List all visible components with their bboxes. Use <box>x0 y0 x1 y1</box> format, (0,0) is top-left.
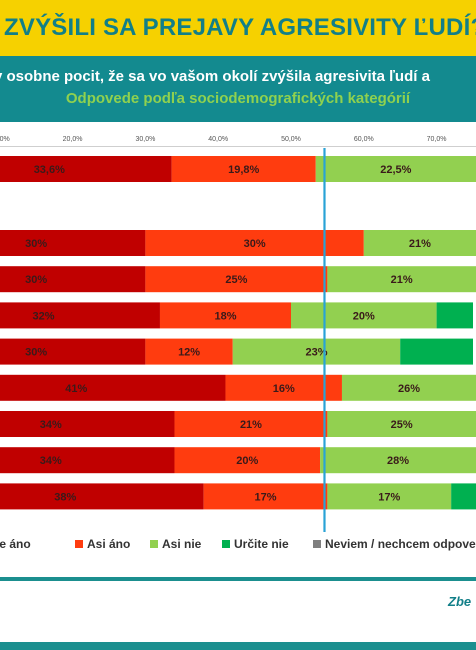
bar-segment <box>341 374 476 401</box>
x-tick-label: 60,0% <box>354 136 374 143</box>
bar-value-label: 30% <box>25 238 47 250</box>
bar-value-label: 21% <box>240 419 262 431</box>
bar-value-label: 23% <box>305 347 327 359</box>
bar-segment <box>174 447 321 474</box>
bar-value-label: 21% <box>409 238 431 250</box>
bar-value-label: 19,8% <box>228 164 259 176</box>
survey-question: y osobne pocit, že sa vo vašom okolí zvý… <box>0 68 430 85</box>
bar-value-label: 30% <box>25 347 47 359</box>
bar-value-label: 25% <box>391 419 413 431</box>
bar-segment <box>327 483 452 510</box>
bar-segment <box>0 230 146 256</box>
bar-segment <box>436 302 473 329</box>
bar-segment <box>0 302 160 329</box>
bar-value-label: 38% <box>54 491 76 503</box>
x-tick-label: 10,0% <box>0 136 10 143</box>
bar-segment <box>145 230 364 256</box>
x-tick-label: 30,0% <box>135 136 155 143</box>
bar-segment <box>400 338 473 365</box>
stacked-bar-chart: 10,0% 20,0% 30,0% 40,0% 50,0% 60,0% 70,0% 33,6… <box>0 136 476 551</box>
bar-segment <box>174 411 328 437</box>
legend-swatch <box>222 540 230 548</box>
bar-value-label: 20% <box>236 455 258 467</box>
footer-band <box>0 577 476 581</box>
legend-label: Neviem / nechcem odpove <box>325 537 476 551</box>
bar-segment <box>145 266 328 293</box>
bar-value-label: 18% <box>214 310 236 322</box>
bar-value-label: 34% <box>40 419 62 431</box>
bar-segment <box>0 266 146 293</box>
bar-segment <box>0 374 226 401</box>
bar-segment <box>0 411 175 437</box>
title-band <box>0 0 476 56</box>
bar-segment <box>203 483 328 510</box>
bar-segment <box>315 156 476 182</box>
legend-label: Určite nie <box>234 537 289 551</box>
chart-subtitle: Odpovede podľa sociodemografických kateg… <box>65 90 411 107</box>
source-text: Zbe <box>448 594 472 609</box>
bar-segment <box>0 483 204 510</box>
bar-value-label: 28% <box>387 455 409 467</box>
bar-value-label: 25% <box>225 274 247 286</box>
x-tick-label: 50,0% <box>281 136 301 143</box>
bar-segment <box>145 338 233 365</box>
bar-value-label: 17% <box>378 491 400 503</box>
bar-value-label: 20% <box>353 310 375 322</box>
question-band <box>0 56 476 122</box>
bar-segment <box>320 447 476 474</box>
legend-swatch <box>75 540 83 548</box>
legend: Určite áno Asi áno Asi nie Určite nie Neviem… <box>0 537 476 551</box>
bar-value-label: 26% <box>398 383 420 395</box>
bar-segment <box>159 302 291 329</box>
x-axis-ticks: 10,0% 20,0% 30,0% 40,0% 50,0% 60,0% 70,0% <box>0 136 476 147</box>
bar-segment <box>171 156 316 182</box>
legend-label: Asi nie <box>162 537 202 551</box>
bar-segment <box>0 156 172 182</box>
bar-segment <box>291 302 437 329</box>
bar-segment <box>225 374 342 401</box>
bar-value-label: 12% <box>178 347 200 359</box>
bar-rows <box>0 156 476 510</box>
legend-swatch <box>313 540 321 548</box>
bar-segment <box>327 266 476 293</box>
page-title: ZVÝŠILI SA PREJAVY AGRESIVITY ĽUDÍ? <box>4 14 476 41</box>
x-tick-label: 70,0% <box>427 136 447 143</box>
bar-value-label: 16% <box>273 383 295 395</box>
legend-label: Určite áno <box>0 537 31 551</box>
bottom-band <box>0 642 476 650</box>
legend-label: Asi áno <box>87 537 130 551</box>
bar-value-label: 30% <box>244 238 266 250</box>
bar-segment <box>327 411 476 437</box>
bar-value-label: 41% <box>65 383 87 395</box>
bar-segment <box>0 447 175 474</box>
bar-value-label: 30% <box>25 274 47 286</box>
x-tick-label: 20,0% <box>63 136 83 143</box>
legend-swatch <box>150 540 158 548</box>
x-tick-label: 40,0% <box>208 136 228 143</box>
bar-segment <box>363 230 476 256</box>
bar-segment <box>451 483 476 510</box>
bar-value-label: 34% <box>40 455 62 467</box>
bar-value-label: 32% <box>32 310 54 322</box>
bar-value-label: 17% <box>255 491 277 503</box>
bar-segment <box>232 338 401 365</box>
bar-value-label: 22,5% <box>380 164 411 176</box>
bar-value-label: 21% <box>391 274 413 286</box>
bar-segment <box>0 338 146 365</box>
bar-value-label: 33,6% <box>34 164 65 176</box>
data-labels: 33,6% 19,8% 22,5% 30% 30% 21% 30% 25% 21% 32% 18% 2… <box>25 164 431 503</box>
